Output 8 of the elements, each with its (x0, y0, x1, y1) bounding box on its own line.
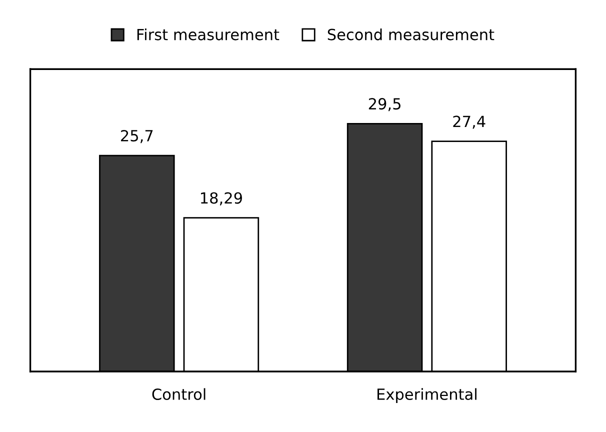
x-tick-label: Experimental (378, 388, 476, 403)
x-tick-label: Control (152, 388, 206, 400)
legend-label: First measurement (137, 28, 280, 40)
data-label: 25,7 (121, 130, 153, 144)
data-label: 27,4 (453, 116, 486, 129)
data-label: 18,29 (201, 192, 242, 206)
data-label: 29,5 (368, 98, 400, 112)
legend-label: Second measurement (328, 28, 494, 40)
